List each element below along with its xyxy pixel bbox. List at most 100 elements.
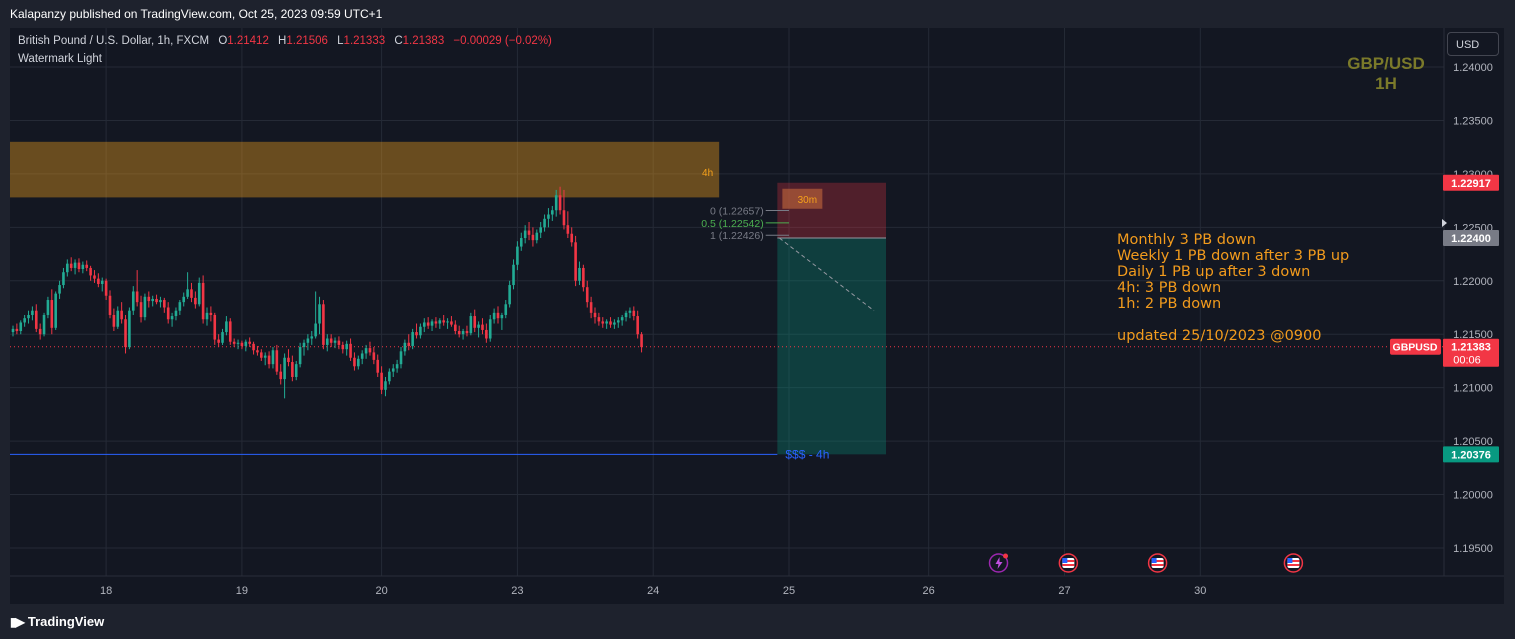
candle-body[interactable] [597,317,601,322]
candle-body[interactable] [135,291,139,303]
candle-body[interactable] [174,310,178,317]
candle-body[interactable] [131,291,135,311]
candle-body[interactable] [516,246,519,265]
candle-body[interactable] [182,296,186,303]
candle-body[interactable] [291,362,294,377]
candle-body[interactable] [23,318,26,323]
candle-body[interactable] [69,263,73,268]
candle-body[interactable] [609,321,612,325]
candle-body[interactable] [345,343,348,350]
candle-body[interactable] [364,348,368,354]
candle-body[interactable] [221,332,224,343]
candle-body[interactable] [399,351,403,365]
candle-body[interactable] [120,310,123,320]
candle-body[interactable] [446,321,449,323]
candle-body[interactable] [628,310,632,313]
candle-body[interactable] [54,293,57,328]
candle-body[interactable] [81,264,85,270]
candle-body[interactable] [62,272,65,286]
candle-body[interactable] [500,314,504,319]
candle-body[interactable] [11,328,15,333]
candle-body[interactable] [271,350,275,365]
candle-body[interactable] [108,295,112,315]
candle-body[interactable] [263,355,267,358]
candle-body[interactable] [27,314,30,319]
currency-button[interactable]: USD [1447,32,1499,56]
candle-body[interactable] [283,357,286,380]
candle-body[interactable] [341,344,345,350]
candle-body[interactable] [306,338,310,343]
candle-body[interactable] [454,324,457,332]
candle-body[interactable] [411,332,414,346]
candle-body[interactable] [275,350,279,372]
candle-body[interactable] [442,320,445,323]
candle-body[interactable] [620,317,624,321]
candle-body[interactable] [163,300,166,308]
candle-body[interactable] [205,312,209,320]
candle-body[interactable] [225,321,228,333]
candle-body[interactable] [38,328,42,335]
candle-body[interactable] [566,225,570,234]
candle-body[interactable] [260,352,263,358]
candle-body[interactable] [407,342,411,346]
candle-body[interactable] [287,357,290,363]
candle-body[interactable] [380,372,383,390]
candle-body[interactable] [34,310,38,329]
candle-body[interactable] [178,302,182,311]
candle-body[interactable] [337,340,341,345]
candle-body[interactable] [488,319,492,339]
candle-body[interactable] [585,287,589,303]
candle-body[interactable] [551,210,554,215]
candle-body[interactable] [636,316,639,335]
candle-body[interactable] [508,285,511,305]
candle-body[interactable] [605,321,608,324]
candle-body[interactable] [217,339,220,343]
tradingview-logo[interactable]: ▮▶ TradingView [10,614,104,629]
candle-body[interactable] [465,331,469,334]
candle-body[interactable] [66,263,69,273]
candle-body[interactable] [640,334,643,348]
candle-body[interactable] [535,232,539,241]
candle-body[interactable] [523,230,527,239]
candle-body[interactable] [302,342,306,348]
candle-body[interactable] [422,322,426,327]
candle-body[interactable] [228,321,232,342]
candle-body[interactable] [143,296,147,318]
candle-body[interactable] [582,267,585,288]
candle-body[interactable] [46,300,50,315]
candle-body[interactable] [166,307,170,320]
candle-body[interactable] [50,300,54,328]
candle-body[interactable] [492,312,496,320]
take-profit-box[interactable] [777,238,886,455]
candle-body[interactable] [426,322,430,326]
candle-body[interactable] [601,321,605,324]
candle-body[interactable] [116,310,120,327]
candle-body[interactable] [353,357,356,367]
candle-body[interactable] [434,321,438,324]
candle-body[interactable] [372,352,376,360]
candle-body[interactable] [85,264,89,268]
candle-body[interactable] [42,314,46,335]
candle-body[interactable] [252,343,255,351]
candle-body[interactable] [570,233,574,243]
watermark-indicator-label[interactable]: Watermark Light [18,53,102,65]
candle-body[interactable] [384,381,387,390]
candle-body[interactable] [298,347,302,365]
candle-body[interactable] [155,298,158,303]
candle-body[interactable] [496,312,500,319]
candle-body[interactable] [593,312,597,318]
candle-body[interactable] [93,275,96,279]
candle-body[interactable] [415,332,418,336]
candle-body[interactable] [485,329,488,339]
candle-body[interactable] [15,328,19,332]
candle-body[interactable] [318,304,321,324]
candle-body[interactable] [89,267,92,276]
candle-body[interactable] [357,358,360,367]
candle-body[interactable] [194,297,197,305]
candle-body[interactable] [419,326,422,336]
candle-body[interactable] [543,218,546,228]
candle-body[interactable] [190,289,193,298]
candle-body[interactable] [232,341,236,344]
candle-body[interactable] [124,319,127,348]
candle-body[interactable] [360,353,364,359]
